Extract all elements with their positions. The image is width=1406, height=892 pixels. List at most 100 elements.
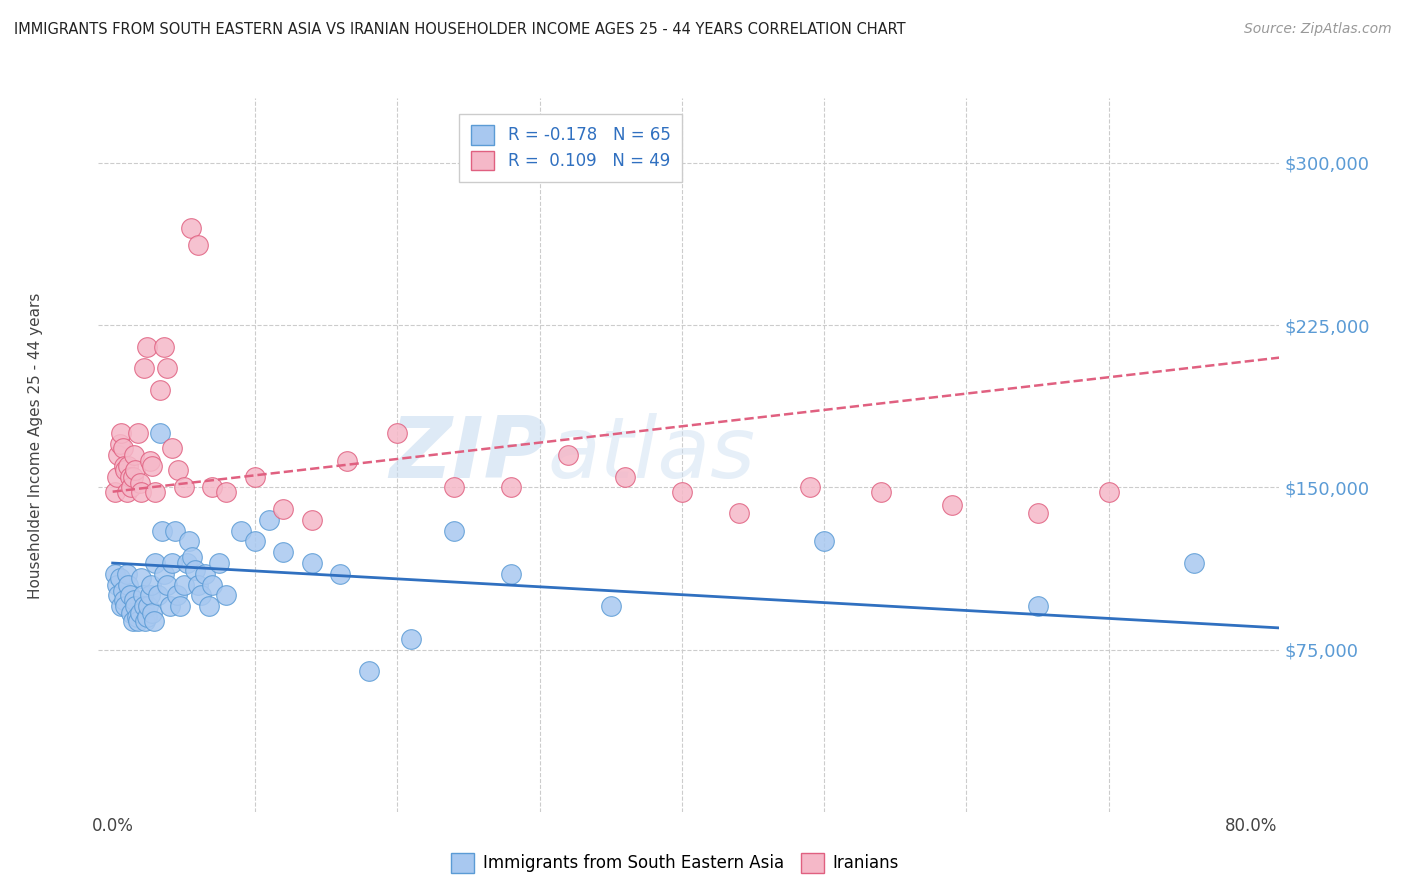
Point — [115, 566, 138, 581]
Point — [117, 577, 139, 591]
Point — [499, 566, 522, 581]
Point — [136, 599, 159, 614]
Point — [105, 577, 128, 591]
Point — [149, 426, 172, 441]
Point — [301, 513, 323, 527]
Point — [127, 615, 149, 629]
Point — [121, 615, 143, 629]
Point — [120, 480, 142, 494]
Point — [243, 469, 266, 483]
Point — [114, 463, 136, 477]
Point — [387, 426, 409, 441]
Point — [229, 524, 252, 538]
Point — [125, 610, 148, 624]
Point — [105, 469, 128, 483]
Point — [1026, 599, 1049, 614]
Point — [143, 484, 166, 499]
Point — [799, 480, 821, 494]
Point — [128, 476, 150, 491]
Point — [115, 484, 138, 499]
Point — [301, 556, 323, 570]
Point — [129, 484, 152, 499]
Text: Householder Income Ages 25 - 44 years: Householder Income Ages 25 - 44 years — [28, 293, 42, 599]
Point — [156, 361, 179, 376]
Point — [128, 606, 150, 620]
Point — [243, 534, 266, 549]
Point — [201, 577, 224, 591]
Point — [1026, 506, 1049, 520]
Point — [173, 480, 195, 494]
Point — [184, 562, 207, 576]
Point — [215, 484, 238, 499]
Point — [117, 458, 139, 473]
Point — [215, 589, 238, 603]
Point — [336, 454, 359, 468]
Point — [613, 469, 636, 483]
Point — [141, 458, 163, 473]
Point — [129, 571, 152, 585]
Point — [111, 584, 134, 599]
Point — [110, 426, 132, 441]
Point — [813, 534, 835, 549]
Point — [118, 589, 141, 603]
Point — [135, 340, 157, 354]
Point — [110, 599, 132, 614]
Point — [138, 454, 160, 468]
Point — [122, 448, 145, 462]
Point — [273, 502, 295, 516]
Point — [179, 534, 201, 549]
Point — [104, 484, 127, 499]
Point — [443, 524, 465, 538]
Point — [194, 566, 217, 581]
Point — [443, 480, 465, 494]
Point — [169, 599, 191, 614]
Point — [187, 577, 209, 591]
Point — [107, 589, 129, 603]
Legend: Immigrants from South Eastern Asia, Iranians: Immigrants from South Eastern Asia, Iran… — [444, 847, 905, 880]
Point — [149, 383, 172, 397]
Point — [870, 484, 893, 499]
Point — [138, 589, 160, 603]
Point — [108, 437, 131, 451]
Point — [499, 480, 522, 494]
Legend: R = -0.178   N = 65, R =  0.109   N = 49: R = -0.178 N = 65, R = 0.109 N = 49 — [460, 113, 682, 182]
Point — [104, 566, 127, 581]
Point — [727, 506, 749, 520]
Point — [148, 589, 170, 603]
Point — [180, 220, 202, 235]
Point — [124, 463, 146, 477]
Point — [132, 599, 155, 614]
Point — [162, 556, 184, 570]
Point — [257, 513, 280, 527]
Point — [176, 556, 198, 570]
Point — [132, 361, 155, 376]
Point — [198, 599, 221, 614]
Point — [401, 632, 423, 646]
Point — [208, 556, 231, 570]
Text: atlas: atlas — [547, 413, 755, 497]
Point — [121, 469, 143, 483]
Point — [166, 589, 188, 603]
Point — [120, 606, 142, 620]
Point — [107, 448, 129, 462]
Point — [181, 549, 204, 564]
Point — [108, 571, 131, 585]
Point — [152, 524, 174, 538]
Point — [124, 599, 146, 614]
Point — [139, 577, 162, 591]
Point — [941, 498, 963, 512]
Point — [557, 448, 579, 462]
Point — [143, 556, 166, 570]
Point — [131, 589, 153, 603]
Point — [671, 484, 693, 499]
Point — [1182, 556, 1205, 570]
Point — [135, 610, 157, 624]
Point — [111, 442, 134, 456]
Point — [118, 469, 141, 483]
Point — [112, 458, 135, 473]
Point — [122, 592, 145, 607]
Point — [273, 545, 295, 559]
Text: IMMIGRANTS FROM SOUTH EASTERN ASIA VS IRANIAN HOUSEHOLDER INCOME AGES 25 - 44 YE: IMMIGRANTS FROM SOUTH EASTERN ASIA VS IR… — [14, 22, 905, 37]
Text: ZIP: ZIP — [389, 413, 547, 497]
Point — [187, 238, 209, 252]
